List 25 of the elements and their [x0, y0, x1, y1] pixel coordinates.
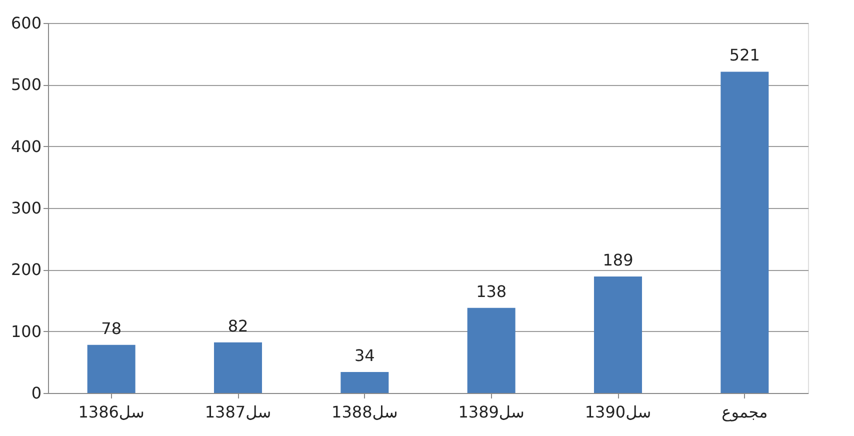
- y-tick-label: 300: [10, 198, 42, 218]
- data-label: 138: [476, 282, 507, 301]
- data-label: 521: [729, 46, 760, 65]
- data-label: 189: [602, 250, 634, 270]
- y-tick-label: 400: [10, 136, 42, 156]
- y-tick-label: 100: [10, 322, 42, 341]
- bar: [87, 344, 136, 393]
- y-tick-label: 200: [10, 260, 42, 280]
- x-tick-label: 1386سل: [78, 402, 144, 422]
- data-label: 78: [101, 318, 122, 338]
- y-tick-label: 500: [10, 75, 42, 94]
- x-tick-label: 1390سل: [584, 402, 652, 422]
- data-label: 82: [228, 316, 248, 336]
- y-tick-label: 600: [10, 14, 42, 32]
- bar: [214, 342, 262, 393]
- x-tick-label: 1387سل: [204, 402, 272, 422]
- bar: [594, 276, 642, 393]
- x-tick-label: 1389سل: [458, 402, 524, 422]
- bar: [467, 308, 516, 393]
- bar: [720, 72, 769, 393]
- data-label: 34: [354, 346, 375, 366]
- x-tick-label: مجموع: [722, 402, 768, 422]
- x-tick-label: 1388سل: [332, 402, 398, 422]
- bar: [340, 372, 389, 393]
- y-tick-label: 0: [31, 384, 42, 402]
